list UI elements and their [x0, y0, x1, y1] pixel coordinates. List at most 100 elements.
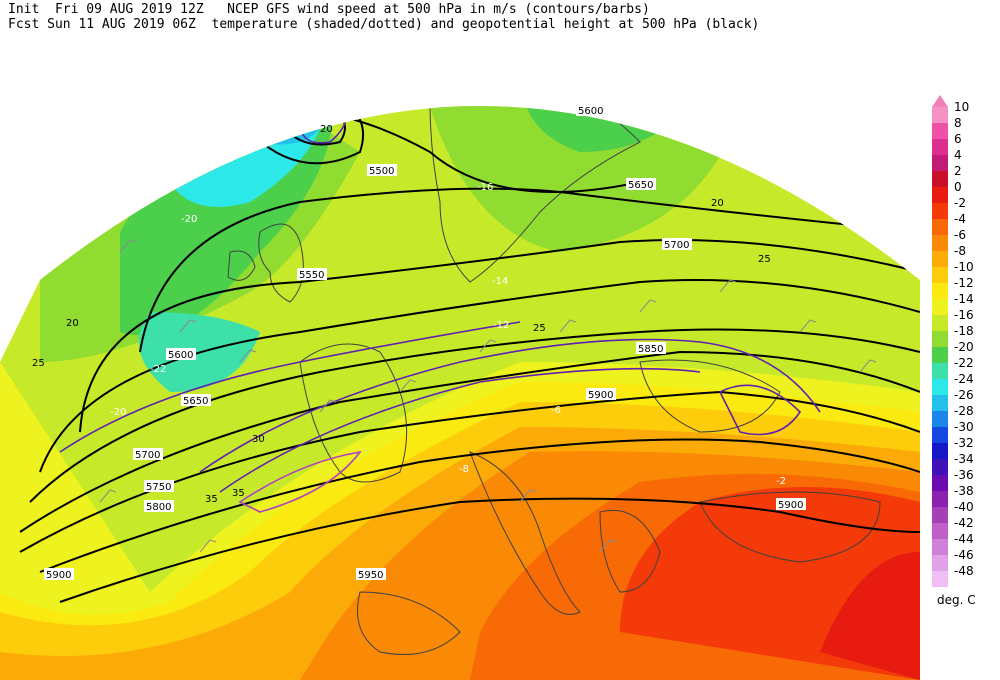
colorbar-swatch — [932, 123, 948, 139]
height-label: 5900 — [46, 570, 71, 581]
colorbar-label: -18 — [954, 324, 974, 338]
colorbar-swatch — [932, 267, 948, 283]
colorbar-swatch — [932, 187, 948, 203]
colorbar-label: -26 — [954, 388, 974, 402]
temp-label: -6 — [551, 405, 561, 416]
colorbar-swatch — [932, 251, 948, 267]
height-label: 5800 — [146, 502, 171, 513]
colorbar-label: -36 — [954, 468, 974, 482]
height-label: 5700 — [135, 450, 160, 461]
temp-label: -22 — [150, 364, 166, 375]
colorbar-label: -30 — [954, 420, 974, 434]
colorbar-swatch — [932, 299, 948, 315]
geopotential-height-contours — [19, 106, 920, 603]
wind-label: 35 — [205, 494, 218, 505]
colorbar-swatch — [932, 347, 948, 363]
wind-label: 20 — [711, 198, 724, 209]
height-label: 5750 — [146, 482, 171, 493]
colorbar-swatch — [932, 331, 948, 347]
height-label: 5650 — [183, 396, 208, 407]
colorbar-label: -38 — [954, 484, 974, 498]
temperature-shading — [0, 106, 920, 680]
colorbar-swatch — [932, 555, 948, 571]
colorbar-swatch — [932, 171, 948, 187]
temp-label: -20 — [181, 214, 197, 225]
height-contour-labels: 5500 5550 5600 5600 5650 5650 5700 5700 … — [44, 104, 806, 581]
temp-label: -8 — [459, 464, 469, 475]
colorbar-swatch — [932, 235, 948, 251]
colorbar-label: 6 — [954, 132, 962, 146]
colorbar-label: -24 — [954, 372, 974, 386]
colorbar-swatch — [932, 459, 948, 475]
colorbar-label: -32 — [954, 436, 974, 450]
wind-speed-contours — [59, 106, 821, 513]
height-label: 5850 — [638, 344, 663, 355]
wind-label: 20 — [66, 318, 79, 329]
colorbar-swatch — [932, 315, 948, 331]
colorbar-swatch — [932, 363, 948, 379]
colorbar-arrow-tip — [932, 95, 948, 107]
colorbar-swatch — [932, 379, 948, 395]
colorbar-label: 2 — [954, 164, 962, 178]
colorbar-swatch — [932, 219, 948, 235]
coastline-outlines — [227, 106, 881, 655]
height-label: 5900 — [778, 500, 803, 511]
colorbar-label: -14 — [954, 292, 974, 306]
header-forecast-line: Fcst Sun 11 AUG 2019 06Z temperature (sh… — [8, 17, 760, 32]
height-label: 5600 — [168, 350, 193, 361]
colorbar-swatch — [932, 155, 948, 171]
colorbar-label: -20 — [954, 340, 974, 354]
colorbar-label: -48 — [954, 564, 974, 578]
height-label: 5950 — [358, 570, 383, 581]
wind-label: 20 — [320, 124, 333, 135]
temp-label: -14 — [492, 276, 508, 287]
temp-label: -24 — [142, 146, 158, 157]
wind-label: 25 — [758, 254, 771, 265]
weather-map: 5500 5550 5600 5600 5650 5650 5700 5700 … — [0, 104, 920, 680]
height-label: 5700 — [664, 240, 689, 251]
temp-label: -20 — [110, 407, 126, 418]
temp-label: -12 — [493, 320, 509, 331]
wind-barbs — [59, 219, 877, 553]
temperature-colorbar: 10 8 6 4 2 0 -2 -4 -6 -8 -10 -12 -14 -16 -18 -20 -22 -24 -… — [925, 95, 995, 587]
colorbar-swatch — [932, 107, 948, 123]
colorbar-label: 4 — [954, 148, 962, 162]
colorbar-label: -28 — [954, 404, 974, 418]
colorbar-label: 8 — [954, 116, 962, 130]
colorbar-swatch — [932, 283, 948, 299]
wind-speed-labels: 20 20 25 25 30 35 35 20 25 — [32, 124, 771, 505]
temp-label: -16 — [477, 182, 493, 193]
height-label: 5600 — [578, 106, 603, 117]
header-init-line: Init Fri 09 AUG 2019 12Z NCEP GFS wind s… — [8, 2, 650, 17]
wind-label: 25 — [533, 323, 546, 334]
colorbar-label: 10 — [954, 100, 970, 114]
colorbar-label: -8 — [954, 244, 966, 258]
colorbar-label: -34 — [954, 452, 974, 466]
colorbar-swatch — [932, 491, 948, 507]
height-label: 5900 — [588, 390, 613, 401]
colorbar-label: -42 — [954, 516, 974, 530]
height-label: 5500 — [369, 166, 394, 177]
colorbar-swatch — [932, 475, 948, 491]
colorbar-label: -6 — [954, 228, 966, 242]
wind-label: 30 — [252, 434, 265, 445]
colorbar-label: -22 — [954, 356, 974, 370]
wind-label: 35 — [232, 488, 245, 499]
colorbar-swatch — [932, 571, 948, 587]
colorbar-swatch — [932, 139, 948, 155]
colorbar-label: 0 — [954, 180, 962, 194]
colorbar-label: -40 — [954, 500, 974, 514]
colorbar-label: -10 — [954, 260, 974, 274]
colorbar-swatch — [932, 427, 948, 443]
colorbar-label: -44 — [954, 532, 974, 546]
colorbar-units: deg. C — [937, 593, 976, 607]
colorbar-swatch — [932, 203, 948, 219]
colorbar-label: -4 — [954, 212, 966, 226]
colorbar-label: -12 — [954, 276, 974, 290]
colorbar-swatch — [932, 523, 948, 539]
wind-label: 25 — [32, 358, 45, 369]
colorbar-swatch — [932, 507, 948, 523]
colorbar-label: -2 — [954, 196, 966, 210]
temp-label: -2 — [776, 476, 786, 487]
height-label: 5550 — [299, 270, 324, 281]
